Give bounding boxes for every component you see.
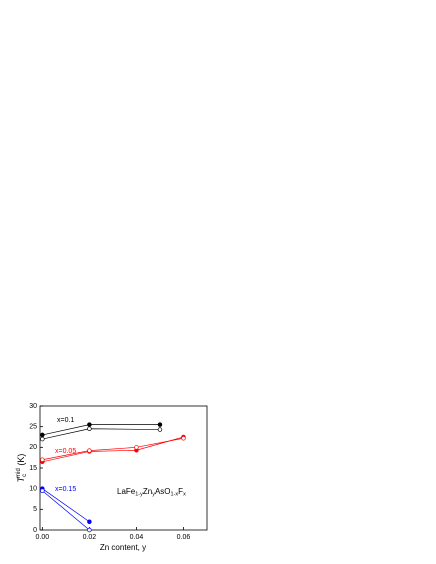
annotation: x=0.1 [57,417,74,424]
x-tick-label: 0.00 [36,534,50,541]
formula-text: Zn [143,487,152,496]
series-line [42,490,90,531]
data-point [87,422,92,427]
x-tick-label: 0.02 [83,534,97,541]
series-line [42,488,90,523]
data-point [87,519,92,524]
y-axis-label-part: c [22,474,28,477]
y-axis-label-part: (K) [16,454,26,469]
y-axis-label-part: T [16,475,26,482]
data-point [87,426,92,431]
formula-subscript: y [152,492,155,498]
formula-text: LaFe [117,487,136,496]
formula-subscript: 1-y [135,492,143,498]
formula-text: AsO [155,487,171,496]
y-axis-label-part: mid [16,468,22,478]
y-tick-label: 5 [33,506,37,513]
y-axis-label: Tcmid (K) [16,454,28,483]
x-tick-label: 0.06 [177,534,191,541]
series-line [42,424,160,436]
y-tick-label: 0 [33,527,37,534]
data-point [40,436,45,442]
y-tick-label: 25 [29,424,37,431]
x-tick-label: 0.04 [130,534,144,541]
annotation: x=0.05 [55,448,76,455]
data-point [181,435,186,441]
formula-text: F [178,487,183,496]
data-point [40,457,45,462]
data-point [87,527,92,533]
data-point [40,432,45,438]
x-axis-label: Zn content, y [100,543,146,552]
y-tick-label: 15 [29,465,37,472]
series-line [42,436,184,463]
data-point [87,448,92,453]
data-point [40,488,45,493]
formula-subscript: x [183,492,186,498]
y-tick-label: 30 [29,403,37,410]
formula-label: LaFe1-yZnyAsO1-xFx [117,487,186,498]
data-point [134,445,139,450]
annotation: x=0.15 [55,486,76,493]
data-point [157,427,163,432]
y-tick-label: 20 [29,444,37,451]
data-point [157,422,163,427]
y-tick-label: 10 [29,486,37,493]
series-line [42,437,184,461]
formula-subscript: 1-x [171,492,179,498]
series-line [42,428,160,440]
